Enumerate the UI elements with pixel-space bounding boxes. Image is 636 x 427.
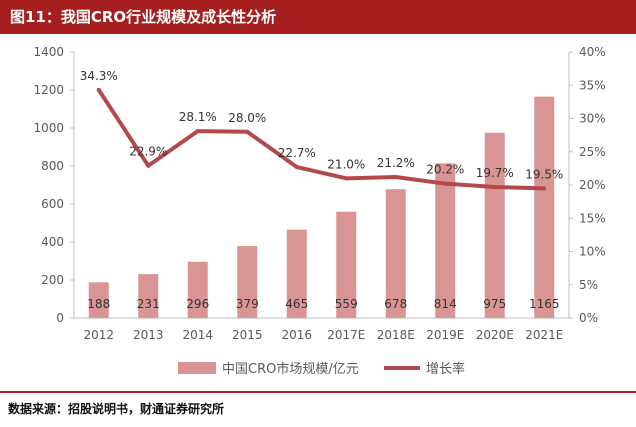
left-y-axis: 0 200 400 600 800 1000 1200 1400 — [33, 45, 75, 325]
legend-line-label: 增长率 — [426, 361, 465, 377]
x-tick-label: 2020E — [476, 328, 514, 342]
bar-value-label: 678 — [384, 297, 407, 311]
right-tick-label: 20% — [579, 178, 606, 192]
left-tick-label: 400 — [41, 235, 64, 249]
right-tick-label: 0% — [579, 311, 598, 325]
right-tick-label: 15% — [579, 211, 606, 225]
x-axis: 2012 2013 2014 2015 2016 2017E 2018E 2019E 2020E… — [74, 317, 569, 342]
growth-point — [96, 87, 101, 92]
bar-value-label: 188 — [87, 297, 110, 311]
x-tick-label: 2015 — [232, 328, 263, 342]
chart-title: 图11：我国CRO行业规模及成长性分析 — [10, 8, 277, 26]
right-tick-label: 35% — [579, 78, 606, 92]
bar — [534, 96, 555, 319]
x-tick-label: 2021E — [525, 328, 563, 342]
legend-bar-swatch — [178, 362, 216, 374]
left-tick-label: 1000 — [33, 121, 64, 135]
bar-series: 188 231 296 379 465 559 678 814 975 1165 — [87, 96, 560, 319]
bar — [187, 261, 208, 318]
growth-value-label: 28.0% — [228, 111, 266, 125]
bar — [88, 282, 109, 318]
right-tick-label: 5% — [579, 278, 598, 292]
legend-bar-label: 中国CRO市场规模/亿元 — [222, 361, 359, 377]
growth-point — [443, 181, 448, 186]
x-tick-label: 2012 — [83, 328, 114, 342]
bar — [385, 189, 406, 318]
growth-point — [245, 129, 250, 134]
growth-value-label: 22.9% — [129, 145, 167, 159]
growth-point — [393, 175, 398, 180]
bar — [336, 211, 357, 318]
growth-value-label: 21.2% — [377, 156, 415, 170]
bar-value-label: 814 — [434, 297, 457, 311]
bar — [484, 132, 505, 318]
line-series: 34.3% 22.9% 28.1% 28.0% 22.7% 21.0% 21.2% 20.2%… — [80, 69, 563, 191]
x-tick-label: 2016 — [281, 328, 312, 342]
bar-value-label: 231 — [137, 297, 160, 311]
bar — [286, 229, 307, 318]
bar-value-label: 975 — [483, 297, 506, 311]
bar-value-label: 1165 — [529, 297, 560, 311]
growth-point — [195, 129, 200, 134]
x-tick-label: 2017E — [327, 328, 365, 342]
chart: 0 200 400 600 800 1000 1200 1400 0% 5% 10% 15% 20% 2… — [33, 45, 606, 377]
growth-value-label: 19.7% — [476, 166, 514, 180]
left-tick-label: 200 — [41, 273, 64, 287]
left-tick-label: 1200 — [33, 83, 64, 97]
growth-value-label: 34.3% — [80, 69, 118, 83]
x-tick-label: 2019E — [426, 328, 464, 342]
source-divider — [0, 391, 636, 393]
growth-point — [146, 163, 151, 168]
growth-value-label: 22.7% — [278, 146, 316, 160]
left-tick-label: 800 — [41, 159, 64, 173]
left-tick-label: 600 — [41, 197, 64, 211]
growth-line — [97, 88, 545, 191]
growth-point — [294, 165, 299, 170]
right-tick-label: 40% — [579, 45, 606, 59]
left-tick-label: 1400 — [33, 45, 64, 59]
left-tick-label: 0 — [56, 311, 64, 325]
bar-value-label: 379 — [236, 297, 259, 311]
x-tick-label: 2018E — [377, 328, 415, 342]
growth-value-label: 20.2% — [426, 163, 464, 177]
title-bar: 图11：我国CRO行业规模及成长性分析 — [0, 0, 636, 34]
growth-point — [542, 186, 547, 191]
x-tick-label: 2013 — [133, 328, 164, 342]
bar — [138, 274, 159, 318]
bar-value-label: 296 — [186, 297, 209, 311]
bar — [435, 163, 456, 318]
right-tick-label: 10% — [579, 245, 606, 259]
source-note: 数据来源：招股说明书，财通证券研究所 — [8, 402, 225, 416]
right-tick-label: 30% — [579, 112, 606, 126]
growth-value-label: 19.5% — [525, 167, 563, 181]
bar-value-label: 465 — [285, 297, 308, 311]
right-y-axis: 0% 5% 10% 15% 20% 25% 30% 35% 40% — [568, 45, 606, 325]
growth-value-label: 28.1% — [179, 110, 217, 124]
bar — [237, 245, 258, 318]
legend: 中国CRO市场规模/亿元 增长率 — [178, 361, 465, 377]
x-tick-label: 2014 — [182, 328, 213, 342]
growth-point — [492, 184, 497, 189]
bar-value-label: 559 — [335, 297, 358, 311]
growth-point — [344, 176, 349, 181]
growth-value-label: 21.0% — [327, 157, 365, 171]
right-tick-label: 25% — [579, 145, 606, 159]
